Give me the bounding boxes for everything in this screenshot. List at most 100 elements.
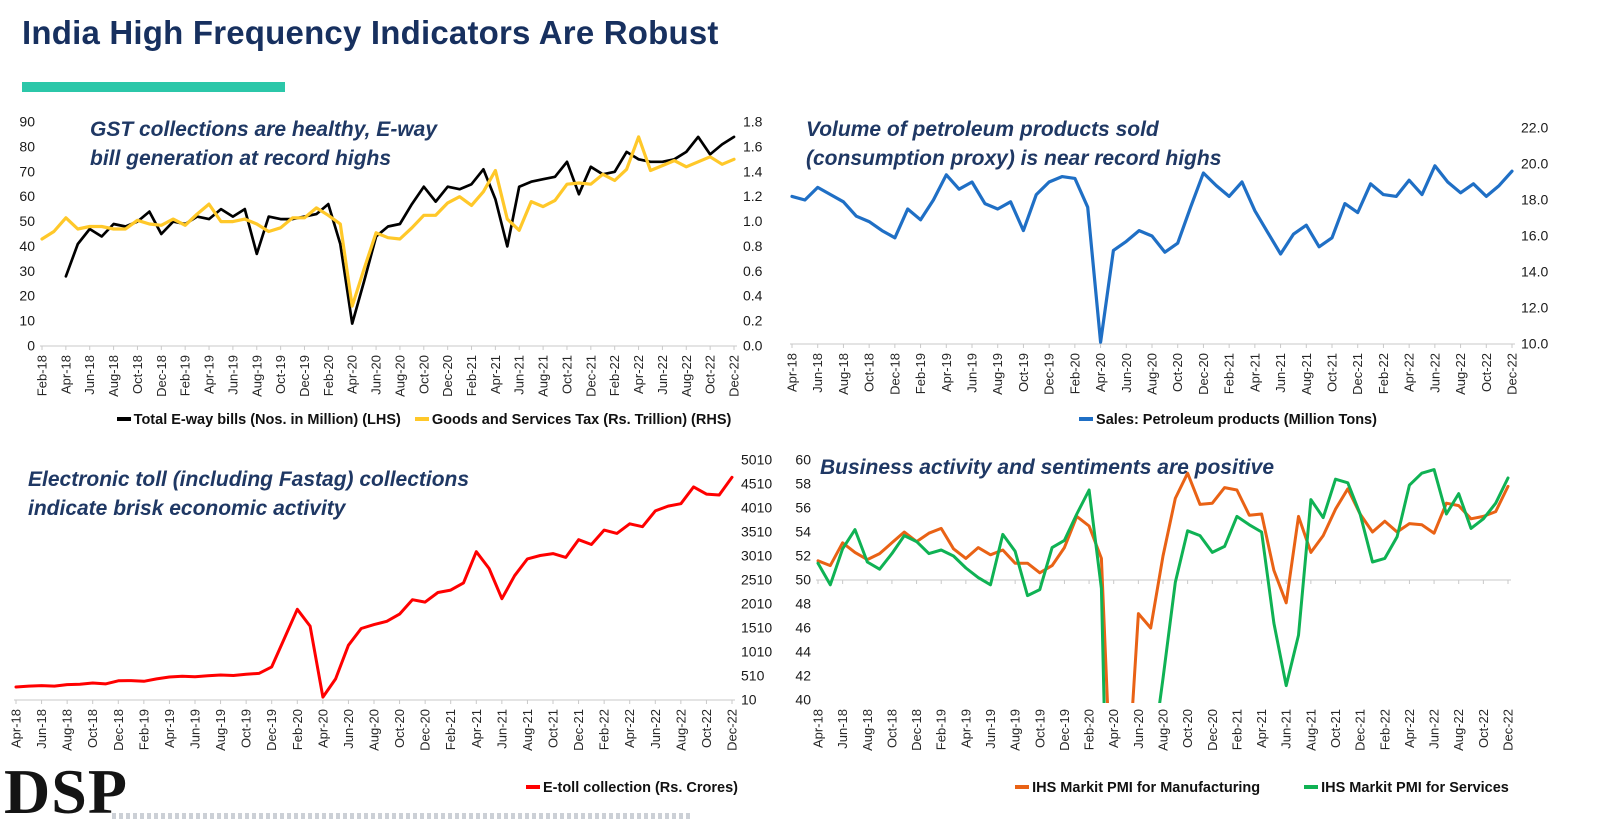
svg-text:Feb-21: Feb-21 [464, 355, 479, 396]
svg-text:Oct-20: Oct-20 [1180, 709, 1195, 748]
chart-pmi-canvas: 40 42 44 46 48 50 52 54 56 58 60 Apr-18 Jun-18 Aug-18… [795, 452, 1515, 751]
svg-text:22.0: 22.0 [1521, 120, 1548, 136]
svg-text:Oct-18: Oct-18 [130, 355, 145, 394]
svg-text:10.0: 10.0 [1521, 336, 1548, 352]
svg-text:14.0: 14.0 [1521, 264, 1548, 280]
svg-text:Aug-18: Aug-18 [836, 353, 851, 395]
svg-text:Apr-19: Apr-19 [939, 353, 954, 392]
svg-text:40: 40 [19, 238, 35, 254]
svg-text:Aug-22: Aug-22 [1453, 353, 1468, 395]
svg-text:1.2: 1.2 [743, 188, 763, 204]
svg-text:Aug-20: Aug-20 [1156, 709, 1171, 751]
svg-text:Oct-21: Oct-21 [1328, 709, 1343, 748]
svg-text:Aug-20: Aug-20 [1145, 353, 1160, 395]
svg-text:80: 80 [19, 138, 35, 154]
svg-text:3010: 3010 [741, 548, 772, 564]
svg-text:Jun-18: Jun-18 [835, 709, 850, 749]
svg-text:Apr-21: Apr-21 [1254, 709, 1269, 748]
svg-text:Feb-20: Feb-20 [290, 709, 305, 750]
chart-gst-eway-title: GST collections are healthy, E-way bill … [90, 118, 438, 170]
chart-gst-eway-canvas: 0 10 20 30 40 50 60 70 80 90 0.0 0.2 0.4 0.6 0.8 1.0 1.2… [19, 114, 763, 397]
legend-swatch [1304, 785, 1319, 789]
footer-cutoff-text [112, 813, 692, 819]
svg-text:Apr-20: Apr-20 [1106, 709, 1121, 748]
svg-text:Jun-21: Jun-21 [494, 709, 509, 749]
svg-text:Aug-20: Aug-20 [392, 355, 407, 397]
svg-text:20: 20 [19, 288, 35, 304]
svg-text:60: 60 [19, 188, 35, 204]
svg-text:Apr-22: Apr-22 [622, 709, 637, 748]
svg-text:Jun-20: Jun-20 [341, 709, 356, 749]
svg-text:Apr-18: Apr-18 [9, 709, 24, 748]
svg-text:Jun-22: Jun-22 [1427, 709, 1442, 749]
svg-text:Aug-22: Aug-22 [673, 709, 688, 751]
legend-item: Total E-way bills (Nos. in Million) (LHS… [116, 412, 401, 428]
legend-swatch [1079, 417, 1094, 421]
legend-item: IHS Markit PMI for Manufacturing [1015, 780, 1260, 796]
svg-text:1510: 1510 [741, 620, 772, 636]
svg-text:Apr-22: Apr-22 [1402, 709, 1417, 748]
svg-text:Dec-18: Dec-18 [909, 709, 924, 751]
svg-text:Aug-22: Aug-22 [1451, 709, 1466, 751]
svg-text:Feb-19: Feb-19 [136, 709, 151, 750]
svg-text:Dec-20: Dec-20 [1196, 353, 1211, 395]
svg-text:0.0: 0.0 [743, 338, 763, 354]
svg-text:Feb-21: Feb-21 [1222, 353, 1237, 394]
legend-label: IHS Markit PMI for Services [1321, 780, 1509, 796]
svg-text:Apr-20: Apr-20 [345, 355, 360, 394]
svg-text:90: 90 [19, 114, 35, 130]
svg-text:Apr-21: Apr-21 [1247, 353, 1262, 392]
svg-text:54: 54 [795, 524, 811, 540]
svg-text:Dec-19: Dec-19 [264, 709, 279, 751]
svg-text:20.0: 20.0 [1521, 156, 1548, 172]
svg-text:Dec-19: Dec-19 [1042, 353, 1057, 395]
svg-text:Aug-20: Aug-20 [367, 709, 382, 751]
svg-text:Jun-18: Jun-18 [810, 353, 825, 393]
chart-pmi: Business activity and sentiments are pos… [788, 448, 1600, 808]
svg-text:Apr-21: Apr-21 [488, 355, 503, 394]
svg-text:Aug-21: Aug-21 [520, 709, 535, 751]
svg-text:Apr-20: Apr-20 [315, 709, 330, 748]
svg-text:Dec-19: Dec-19 [1057, 709, 1072, 751]
chart-petroleum-legend: Sales: Petroleum products (Million Tons) [780, 412, 1580, 428]
chart-pmi-title: Business activity and sentiments are pos… [820, 456, 1275, 479]
svg-text:Feb-20: Feb-20 [1067, 353, 1082, 394]
svg-text:Dec-22: Dec-22 [725, 709, 740, 751]
chart-etoll-title: Electronic toll (including Fastag) colle… [28, 468, 470, 520]
svg-text:16.0: 16.0 [1521, 228, 1548, 244]
legend-item: Sales: Petroleum products (Million Tons) [1079, 412, 1377, 428]
svg-text:Feb-20: Feb-20 [321, 355, 336, 396]
svg-text:Aug-18: Aug-18 [60, 709, 75, 751]
legend-item: IHS Markit PMI for Services [1304, 780, 1509, 796]
svg-text:Jun-22: Jun-22 [648, 709, 663, 749]
svg-text:Jun-22: Jun-22 [655, 355, 670, 395]
svg-text:Feb-22: Feb-22 [597, 709, 612, 750]
svg-text:Aug-22: Aug-22 [679, 355, 694, 397]
svg-text:0.6: 0.6 [743, 263, 763, 279]
svg-text:Jun-20: Jun-20 [1131, 709, 1146, 749]
svg-text:10: 10 [741, 692, 757, 708]
chart-petroleum: Volume of petroleum products sold (consu… [780, 100, 1580, 440]
svg-text:Apr-18: Apr-18 [785, 353, 800, 392]
svg-text:46: 46 [795, 620, 811, 636]
svg-text:Jun-19: Jun-19 [965, 353, 980, 393]
svg-text:Oct-22: Oct-22 [1479, 353, 1494, 392]
svg-text:48: 48 [795, 596, 811, 612]
svg-text:Oct-19: Oct-19 [1016, 353, 1031, 392]
chart-pmi-legend: IHS Markit PMI for Manufacturing IHS Mark… [788, 780, 1600, 796]
chart-petroleum-title: Volume of petroleum products sold (consu… [806, 118, 1222, 170]
svg-text:Aug-19: Aug-19 [249, 355, 264, 397]
legend-swatch [414, 417, 429, 421]
svg-text:Jun-18: Jun-18 [82, 355, 97, 395]
chart-etoll-legend: E-toll collection (Rs. Crores) [6, 780, 788, 796]
svg-text:Apr-21: Apr-21 [469, 709, 484, 748]
svg-text:Oct-18: Oct-18 [85, 709, 100, 748]
legend-label: Goods and Services Tax (Rs. Trillion) (R… [431, 412, 732, 428]
svg-text:1.6: 1.6 [743, 138, 763, 154]
svg-text:Feb-19: Feb-19 [913, 353, 928, 394]
svg-text:Oct-22: Oct-22 [699, 709, 714, 748]
svg-text:Apr-19: Apr-19 [958, 709, 973, 748]
svg-text:Apr-22: Apr-22 [631, 355, 646, 394]
svg-text:50: 50 [19, 213, 35, 229]
